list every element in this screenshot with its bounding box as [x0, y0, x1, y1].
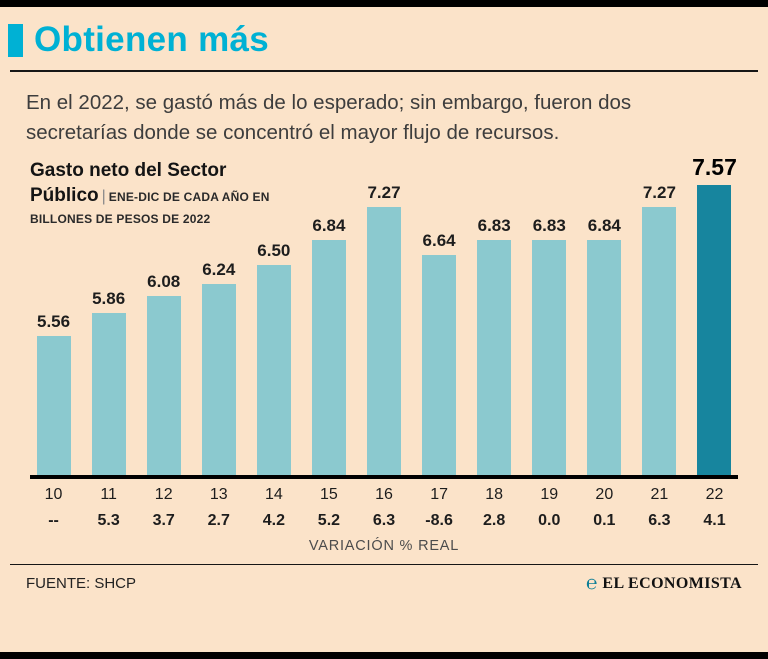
year-label: 18	[485, 486, 504, 504]
bottom-border-bar	[0, 652, 768, 659]
bar	[146, 296, 181, 476]
bar	[422, 255, 457, 476]
el-economista-icon: ℮	[585, 573, 598, 595]
bar-column: 6.84	[301, 216, 356, 476]
variation-value: 5.3	[97, 512, 120, 530]
bar-value-label: 6.83	[532, 216, 566, 236]
bar-value-label: 5.86	[92, 289, 126, 309]
chart-subtitle: ENE-DIC DE CADA AÑO EN BILLONES DE PESOS…	[30, 190, 270, 226]
header: Obtienen más	[0, 7, 768, 68]
bar-highlighted	[697, 185, 732, 476]
bar-value-label: 7.27	[642, 183, 676, 203]
bar-value-label: 6.24	[202, 260, 236, 280]
bar-column: 7.27	[356, 183, 411, 476]
variation-value: --	[48, 512, 59, 530]
chart-title: Gasto neto del Sector Público	[30, 160, 227, 207]
title-accent-marker	[8, 23, 23, 57]
bar	[477, 240, 512, 476]
variation-value: 6.3	[372, 512, 396, 530]
footer: FUENTE: SHCP ℮ EL ECONOMISTA	[10, 564, 758, 601]
year-label: 15	[320, 486, 338, 504]
bar-column: 7.27	[632, 183, 687, 476]
bar-value-label: 6.83	[477, 216, 511, 236]
bar	[587, 240, 622, 476]
bar-value-label: 7.27	[367, 183, 401, 203]
year-label: 11	[100, 486, 117, 504]
bar	[311, 240, 346, 476]
bar-value-label: 6.64	[422, 231, 456, 251]
bar	[91, 313, 126, 476]
bar-column: 6.08	[136, 272, 191, 476]
variation-value: 0.0	[538, 512, 561, 530]
year-label: 13	[209, 486, 228, 504]
year-label: 19	[540, 486, 559, 504]
brand-name: EL ECONOMISTA	[602, 574, 742, 592]
chart-title-separator: |	[101, 188, 106, 206]
bar-column: 6.64	[412, 231, 467, 476]
variation-axis-label: VARIACIÓN % REAL	[308, 538, 460, 555]
year-label: 16	[375, 486, 393, 504]
bar-value-label: 6.08	[147, 272, 181, 292]
brand-logo: ℮ EL ECONOMISTA	[586, 574, 742, 593]
bar	[367, 207, 401, 476]
bar	[642, 207, 677, 476]
page-title: Obtienen más	[34, 20, 270, 59]
year-label: 17	[430, 486, 448, 504]
source-label: FUENTE: SHCP	[26, 575, 137, 593]
chart-subtitle-block: Gasto neto del Sector Público | ENE-DIC DE…	[30, 159, 288, 229]
variation-value: 6.3	[648, 512, 671, 530]
bar	[201, 284, 236, 476]
variation-value: 5.2	[317, 512, 341, 530]
top-border-bar	[0, 0, 768, 7]
bar-value-label: 6.84	[587, 216, 621, 236]
bar-column: 6.83	[522, 216, 577, 476]
x-axis-baseline	[30, 475, 738, 480]
variations-row: -- 5.3 3.7 2.7 4.2 5.2 6.3 -8.6 2.8 0.0 0.1 6.3 4.1	[26, 506, 742, 532]
bar	[36, 336, 71, 476]
bar-column: 5.86	[81, 289, 136, 476]
bar-value-label: 7.57	[692, 154, 737, 181]
bar-column: 6.50	[246, 241, 301, 476]
bar-column: 6.24	[191, 260, 246, 476]
bar	[532, 240, 567, 476]
year-label: 14	[264, 486, 283, 504]
year-label: 22	[705, 486, 724, 504]
bar-value-label: 6.84	[312, 216, 346, 236]
bar-column: 6.83	[467, 216, 522, 476]
bar-column: 5.56	[26, 312, 81, 476]
variation-value: 4.1	[703, 512, 726, 530]
variation-value: 4.2	[262, 512, 285, 530]
bar-column: 7.57	[687, 154, 742, 476]
header-divider	[10, 70, 758, 72]
year-label: 21	[650, 486, 669, 504]
bar-column: 6.84	[577, 216, 632, 476]
year-label: 12	[154, 486, 173, 504]
variation-value: 2.7	[207, 512, 230, 530]
variation-value: -8.6	[425, 512, 453, 530]
bar-value-label: 6.50	[257, 241, 291, 261]
variation-value: 0.1	[593, 512, 616, 530]
bar	[256, 265, 291, 476]
year-label: 10	[44, 486, 63, 504]
bar-value-label: 5.56	[36, 312, 71, 332]
variation-value: 3.7	[152, 512, 175, 530]
intro-text: En el 2022, se gastó más de lo esperado;…	[26, 91, 632, 144]
year-label: 20	[595, 486, 614, 504]
variation-value: 2.8	[483, 512, 506, 530]
years-row: 10 11 12 13 14 15 16 17 18 19 20 21 22	[26, 479, 742, 506]
bars-area: 5.56 5.86 6.08 6.24 6.50 6.84 7.27 6.64 6.83 6.83…	[26, 154, 742, 476]
bar-chart: Gasto neto del Sector Público | ENE-DIC DE…	[0, 154, 768, 564]
